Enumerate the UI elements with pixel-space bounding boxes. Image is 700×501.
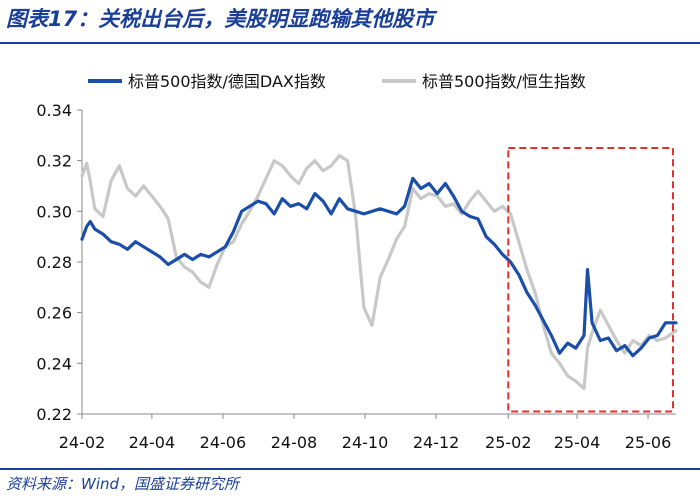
y-tick-label: 0.32: [36, 152, 72, 171]
series-line-2: [80, 154, 678, 391]
x-tick-label: 25-06: [625, 433, 672, 452]
legend-label-1: 标普500指数/德国DAX指数: [128, 72, 326, 91]
legend-label-2: 标普500指数/恒生指数: [422, 72, 586, 91]
y-tick-label: 0.22: [36, 405, 72, 424]
x-tick-label: 25-02: [485, 433, 532, 452]
chart-overlay: [507, 147, 674, 413]
x-tick-label: 25-04: [554, 433, 601, 452]
y-tick-label: 0.26: [36, 304, 72, 323]
x-tick-label: 24-10: [342, 433, 389, 452]
x-tick-label: 24-08: [271, 433, 318, 452]
y-tick-label: 0.30: [36, 202, 72, 221]
x-tick-label: 24-06: [200, 433, 247, 452]
x-tick-label: 24-04: [129, 433, 176, 452]
series-line-1: [80, 176, 678, 358]
highlight-box: [507, 147, 674, 413]
y-tick-label: 0.28: [36, 253, 72, 272]
chart-title: 图表17：关税出台后，美股明显跑输其他股市: [6, 7, 435, 31]
chart-axes: 0.22 0.24 0.26 0.28 0.30 0.32 0.34 24-02 24-04 24…: [36, 101, 676, 452]
title-rule: [0, 42, 700, 44]
y-tick-label: 0.24: [36, 354, 72, 373]
source-rule: [0, 468, 700, 470]
x-tick-label: 24-12: [413, 433, 460, 452]
y-tick-label: 0.34: [36, 101, 72, 120]
source-note: 资料来源：Wind，国盛证券研究所: [6, 475, 240, 493]
chart-series: [80, 154, 678, 391]
x-tick-label: 24-02: [59, 433, 106, 452]
chart-legend: 标普500指数/德国DAX指数 标普500指数/恒生指数: [88, 72, 586, 91]
